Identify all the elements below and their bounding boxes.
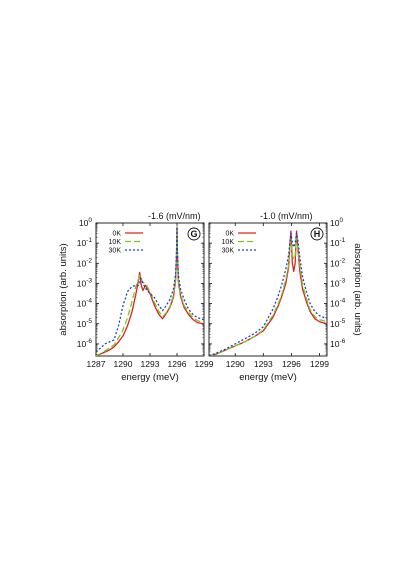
- series-line-0k: [96, 226, 204, 356]
- y-axis-title: absorption (arb. units): [58, 243, 69, 335]
- y-tick-label: 10-1: [330, 237, 346, 248]
- x-axis-title: energy (meV): [239, 372, 297, 383]
- x-tick-label: 1290: [226, 359, 245, 369]
- panel-g: 1287 1290 1293 1296 1299 100 10-1 10-2 10-3 10-4 1…: [58, 211, 214, 383]
- x-tick-label: 1293: [254, 359, 273, 369]
- x-axis-title: energy (meV): [121, 372, 179, 383]
- panel-h: 1290 1293 1296 1299 100 10-1 10-2 10-3 10-4 10-5 1…: [208, 211, 363, 383]
- x-tick-label: 1287: [87, 359, 106, 369]
- y-tick-label: 100: [79, 217, 92, 228]
- y-tick-label: 10-5: [77, 318, 93, 329]
- legend-label: 10K: [109, 239, 122, 246]
- x-tick-label: 1293: [141, 359, 160, 369]
- panel-letter: H: [314, 229, 321, 239]
- series-line-10k: [96, 226, 204, 356]
- series-line-30k: [209, 232, 327, 356]
- y-tick-label: 10-6: [330, 338, 346, 349]
- series-line-30k: [96, 226, 204, 353]
- legend-label: 10K: [222, 239, 235, 246]
- x-tick-label: 1299: [195, 359, 214, 369]
- panel-letter-circle: [310, 227, 324, 241]
- series-line-10k: [209, 236, 327, 356]
- y-tick-label: 10-2: [330, 257, 346, 268]
- y-tick-label: 10-6: [77, 338, 93, 349]
- legend-label: 30K: [222, 248, 235, 255]
- x-tick-label: 1299: [310, 359, 329, 369]
- panel-title: -1.0 (mV/nm): [260, 211, 313, 221]
- x-tick-label: 1296: [168, 359, 187, 369]
- panel-title: -1.6 (mV/nm): [148, 211, 201, 221]
- panel-letter: G: [190, 229, 197, 239]
- y-tick-label: 10-3: [330, 277, 346, 288]
- y-tick-label: 10-2: [77, 257, 93, 268]
- legend-label: 30K: [109, 248, 122, 255]
- legend-label: 0K: [225, 231, 234, 238]
- legend-label: 0K: [112, 231, 121, 238]
- y-tick-label: 100: [330, 217, 343, 228]
- y-axis-title: absorption (arb. units): [352, 243, 363, 335]
- y-tick-label: 10-5: [330, 318, 346, 329]
- x-tick-label: 1290: [114, 359, 133, 369]
- y-tick-label: 10-3: [77, 277, 93, 288]
- x-tick-label: 1296: [282, 359, 301, 369]
- y-tick-label: 10-4: [330, 298, 346, 309]
- y-tick-label: 10-4: [77, 298, 93, 309]
- panel-letter-circle: [187, 227, 201, 241]
- y-tick-label: 10-1: [77, 237, 93, 248]
